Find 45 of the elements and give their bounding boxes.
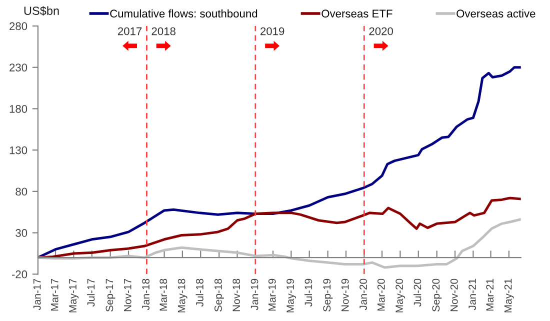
x-tick-label: Jan-20 bbox=[360, 278, 367, 310]
x-tick-label: May-20 bbox=[396, 278, 406, 312]
x-tick-label: Nov-17 bbox=[124, 278, 132, 312]
annotation: 2017 bbox=[118, 27, 142, 36]
line-series bbox=[38, 218, 521, 269]
x-tick-label: Jul-20 bbox=[414, 278, 422, 307]
y-tick-label: 80 bbox=[16, 188, 28, 196]
y-tick-label: -20 bbox=[12, 270, 28, 278]
x-tick-label: Jul-19 bbox=[304, 278, 312, 307]
y-tick-label: 280 bbox=[10, 22, 28, 30]
annotation: 2018 bbox=[152, 27, 176, 36]
x-tick-label: Mar-19 bbox=[268, 278, 276, 311]
legend-label: Cumulative flows: southbound bbox=[110, 9, 258, 18]
x-tick-label: Mar-17 bbox=[51, 278, 58, 311]
y-axis-title: US$bn bbox=[24, 6, 59, 16]
x-tick-label: Mar-20 bbox=[377, 278, 385, 311]
x-tick-label: May-21 bbox=[504, 278, 514, 312]
line-series bbox=[38, 66, 521, 259]
x-tick-label: May-18 bbox=[178, 278, 188, 312]
legend-label: Overseas active bbox=[456, 9, 536, 18]
line-series bbox=[38, 196, 521, 259]
x-tick-label: Jan-17 bbox=[33, 278, 41, 310]
legend-label: Overseas ETF bbox=[322, 10, 392, 18]
x-tick-label: Mar-21 bbox=[486, 278, 494, 311]
x-tick-label: May-17 bbox=[69, 278, 79, 312]
x-tick-label: Sep-20 bbox=[432, 278, 442, 312]
annotation: 2019 bbox=[260, 27, 284, 36]
x-tick-label: Jan-18 bbox=[142, 278, 150, 310]
x-tick-label: Nov-19 bbox=[341, 278, 349, 312]
x-tick-label: Sep-18 bbox=[214, 278, 224, 312]
y-tick-label: 230 bbox=[10, 64, 28, 72]
x-tick-label: Sep-17 bbox=[106, 278, 116, 312]
x-tick-label: Jan-19 bbox=[250, 278, 258, 310]
x-tick-label: Jul-18 bbox=[196, 278, 204, 307]
x-tick-label: Mar-18 bbox=[160, 278, 168, 311]
y-tick-label: 30 bbox=[16, 229, 28, 237]
annotation: 2020 bbox=[369, 27, 393, 36]
x-tick-label: Nov-20 bbox=[450, 278, 458, 312]
x-tick-label: Sep-19 bbox=[323, 278, 333, 312]
x-tick-label: May-19 bbox=[286, 278, 296, 312]
x-tick-label: Jan-21 bbox=[468, 278, 476, 310]
x-tick-label: Jul-17 bbox=[87, 278, 95, 307]
y-tick-label: 180 bbox=[10, 104, 28, 113]
y-tick-label: 130 bbox=[10, 146, 28, 154]
x-tick-label: Nov-18 bbox=[232, 278, 240, 312]
